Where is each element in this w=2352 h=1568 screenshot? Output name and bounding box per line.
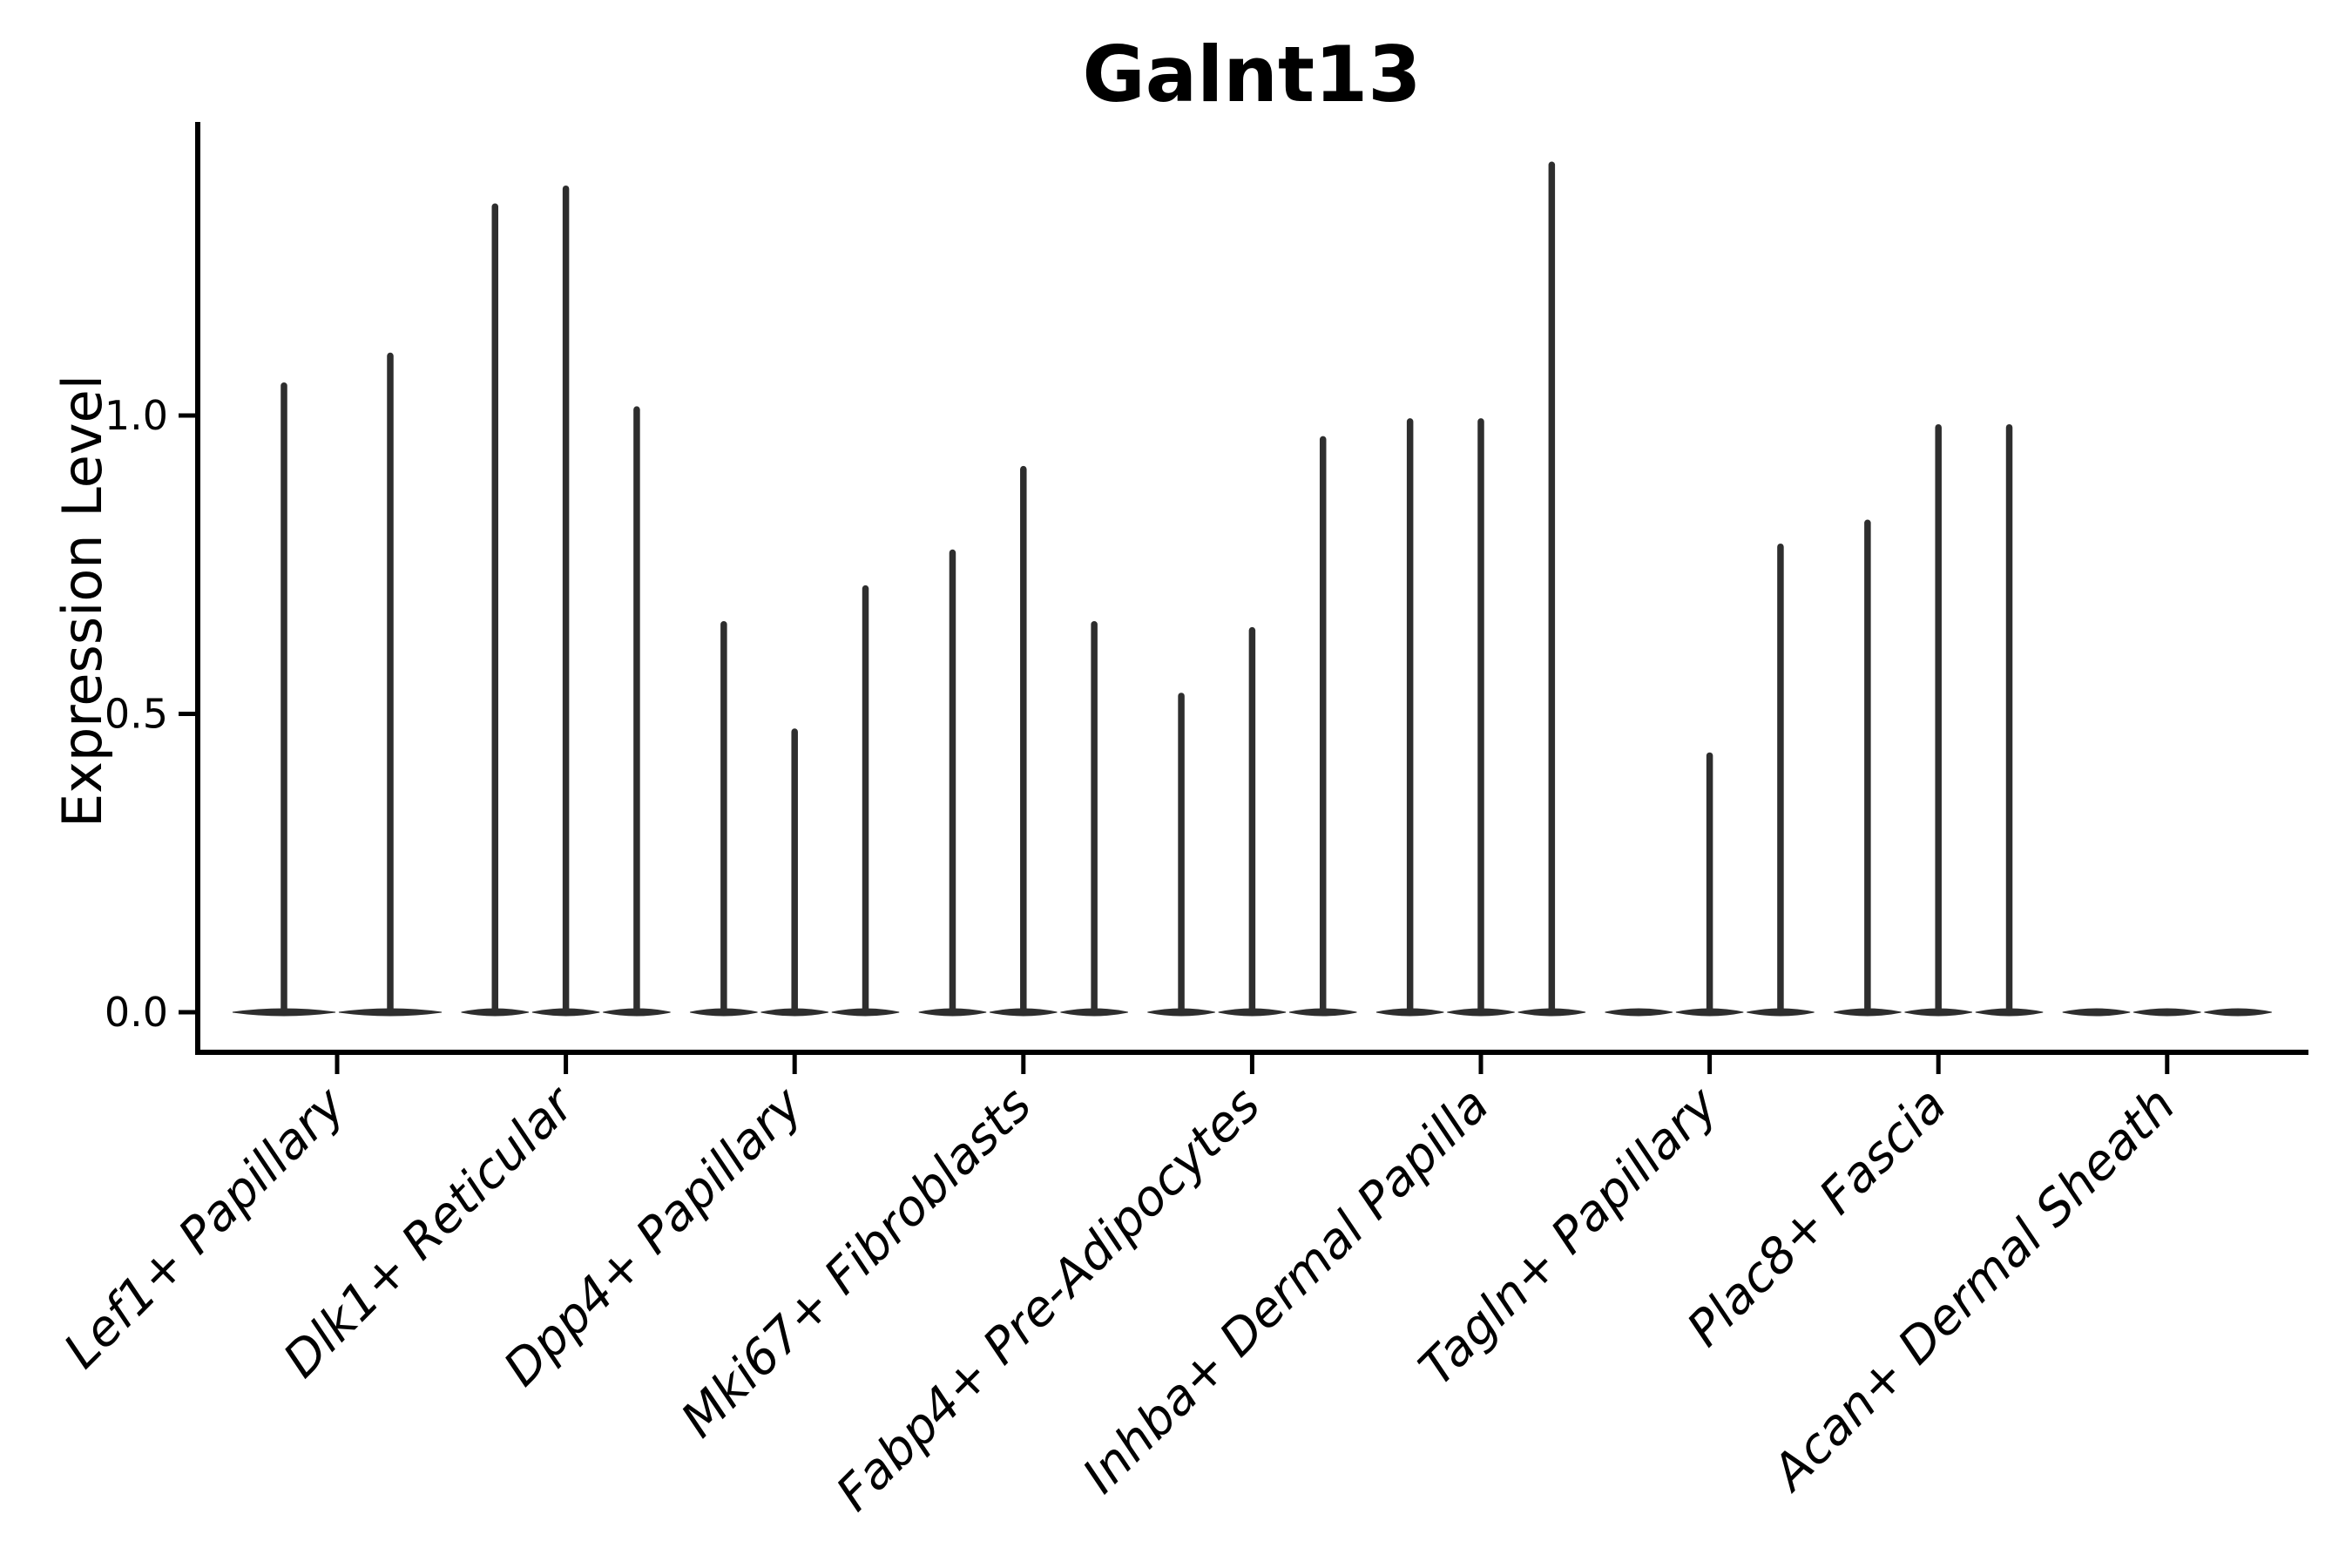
chart-title: Galnt13 <box>1082 30 1422 119</box>
y-tick-label: 1.0 <box>105 392 168 439</box>
x-category-label: Acan+ Dermal Sheath <box>1761 1077 2186 1503</box>
violin-body <box>1605 1008 1673 1017</box>
violin-body <box>2133 1008 2201 1017</box>
y-tick-label: 0.0 <box>105 989 168 1036</box>
violin-body <box>2062 1008 2131 1017</box>
x-category-label: Inhba+ Dermal Papilla <box>1072 1077 1500 1504</box>
violin-body <box>2204 1008 2272 1017</box>
y-tick-label: 0.5 <box>105 691 168 738</box>
x-category-label: Fabp4+ Pre-Adipocytes <box>826 1077 1271 1522</box>
